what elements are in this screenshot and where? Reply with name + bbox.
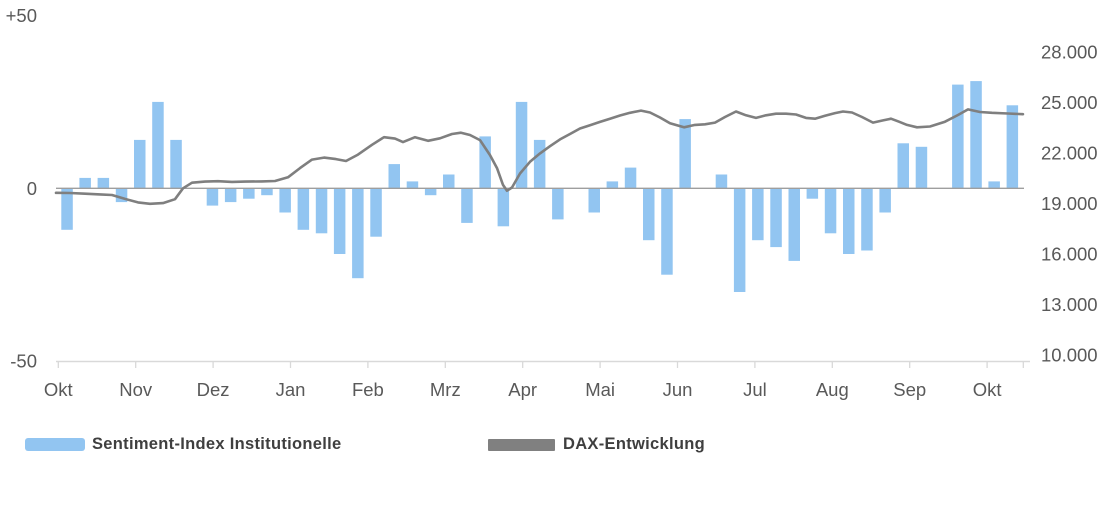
sentiment-bar-week-45	[861, 188, 873, 251]
sentiment-bar-week-31	[606, 181, 619, 189]
x-axis-label-jul-9: Jul	[743, 379, 767, 400]
y-axis-right-label-19000: 19.000	[1041, 193, 1098, 214]
sentiment-bar-week-34	[661, 188, 673, 275]
sentiment-bar-week-7	[170, 139, 182, 189]
x-axis-label-dez-2: Dez	[197, 379, 230, 400]
sentiment-bar-week-19	[388, 164, 400, 189]
sentiment-bar-week-4	[115, 188, 128, 203]
legend-swatch-dax	[488, 439, 555, 451]
x-axis-label-mrz-5: Mrz	[430, 379, 461, 400]
sentiment-bar-week-38	[733, 188, 746, 292]
sentiment-bar-week-28	[552, 188, 564, 220]
sentiment-bar-week-26	[515, 101, 528, 189]
dax-line-series	[54, 108, 1025, 206]
sentiment-bar-week-24	[479, 136, 491, 189]
sentiment-bar-week-14	[297, 188, 310, 230]
sentiment-bar-week-30	[588, 188, 600, 213]
y-axis-right-label-10000: 10.000	[1041, 345, 1098, 366]
x-axis-label-jun-8: Jun	[663, 379, 693, 400]
sentiment-bar-week-17	[352, 188, 364, 279]
sentiment-bar-week-25	[497, 188, 510, 227]
sentiment-bar-week-27	[533, 139, 546, 189]
x-axis-label-okt-0: Okt	[44, 379, 73, 400]
axis-labels: Okt Nov Dez Jan Feb Mrz Apr Mai Jun Jul Aug Sep Okt +…	[6, 5, 1098, 400]
legend: Sentiment-Index Institutionelle DAX-Entw…	[0, 428, 1110, 468]
sentiment-bar-week-50	[952, 84, 964, 189]
y-axis-right-label-25000: 25.000	[1041, 92, 1098, 113]
sentiment-bar-week-6	[152, 101, 164, 189]
y-axis-right-label-28000: 28.000	[1041, 41, 1098, 62]
sentiment-bar-week-1	[61, 188, 73, 230]
sentiment-bar-week-2	[79, 177, 91, 189]
x-axis-label-mai-7: Mai	[585, 379, 615, 400]
sentiment-bar-week-18	[370, 188, 382, 237]
dax-line	[54, 108, 1025, 206]
plot-area: Okt Nov Dez Jan Feb Mrz Apr Mai Jun Jul Aug Sep Okt +…	[6, 5, 1098, 400]
sentiment-bar-week-13	[279, 188, 291, 213]
legend-swatch-sentiment	[25, 438, 85, 451]
x-axis-label-sep-11: Sep	[893, 379, 926, 400]
y-axis-left-label--50: -50	[10, 351, 37, 372]
x-axis-label-feb-4: Feb	[352, 379, 384, 400]
sentiment-bar-week-5	[134, 139, 146, 189]
sentiment-bar-week-42	[806, 188, 819, 199]
sentiment-bar-week-32	[624, 167, 637, 189]
sentiment-bar-week-20	[406, 181, 419, 189]
sentiment-bar-week-11	[243, 188, 255, 199]
sentiment-bar-week-48	[915, 146, 928, 189]
sentiment-bar-week-43	[824, 188, 837, 234]
x-axis-label-jan-3: Jan	[276, 379, 306, 400]
sentiment-bar-week-15	[315, 188, 328, 234]
x-axis-label-apr-6: Apr	[508, 379, 537, 400]
axes	[56, 187, 1030, 368]
sentiment-bar-week-37	[715, 174, 728, 189]
sentiment-bar-week-22	[443, 174, 455, 189]
sentiment-bar-week-40	[770, 188, 782, 248]
x-axis-label-aug-10: Aug	[816, 379, 849, 400]
sentiment-bar-week-51	[970, 81, 982, 189]
sentiment-bar-week-53	[1006, 105, 1019, 189]
sentiment-bar-week-16	[333, 188, 346, 254]
y-axis-right-label-13000: 13.000	[1041, 294, 1098, 315]
sentiment-bar-week-10	[224, 188, 237, 203]
sentiment-bar-week-46	[879, 188, 891, 213]
y-axis-right-label-16000: 16.000	[1041, 243, 1098, 264]
sentiment-bar-week-41	[788, 188, 800, 261]
sentiment-bar-week-39	[752, 188, 764, 241]
sentiment-bar-week-3	[97, 177, 110, 189]
legend-label-dax: DAX-Entwicklung	[563, 435, 706, 453]
x-axis-label-nov-1: Nov	[119, 379, 153, 400]
sentiment-bar-week-35	[679, 119, 691, 189]
sentiment-bar-week-33	[643, 188, 655, 241]
x-axis-label-okt-12: Okt	[973, 379, 1002, 400]
sentiment-bar-week-44	[843, 188, 855, 254]
y-axis-left-label-0: 0	[27, 178, 37, 199]
sentiment-bar-week-9	[206, 188, 219, 206]
sentiment-bar-week-12	[261, 188, 273, 196]
sentiment-bar-week-21	[424, 188, 437, 196]
bar-series	[61, 81, 1019, 292]
y-axis-right-label-22000: 22.000	[1041, 142, 1098, 163]
sentiment-bar-week-47	[897, 143, 909, 189]
sentiment-bar-week-23	[461, 188, 473, 223]
y-axis-left-label-50: +50	[6, 5, 37, 26]
legend-label-sentiment: Sentiment-Index Institutionelle	[92, 435, 342, 453]
sentiment-bar-week-52	[988, 181, 1000, 189]
